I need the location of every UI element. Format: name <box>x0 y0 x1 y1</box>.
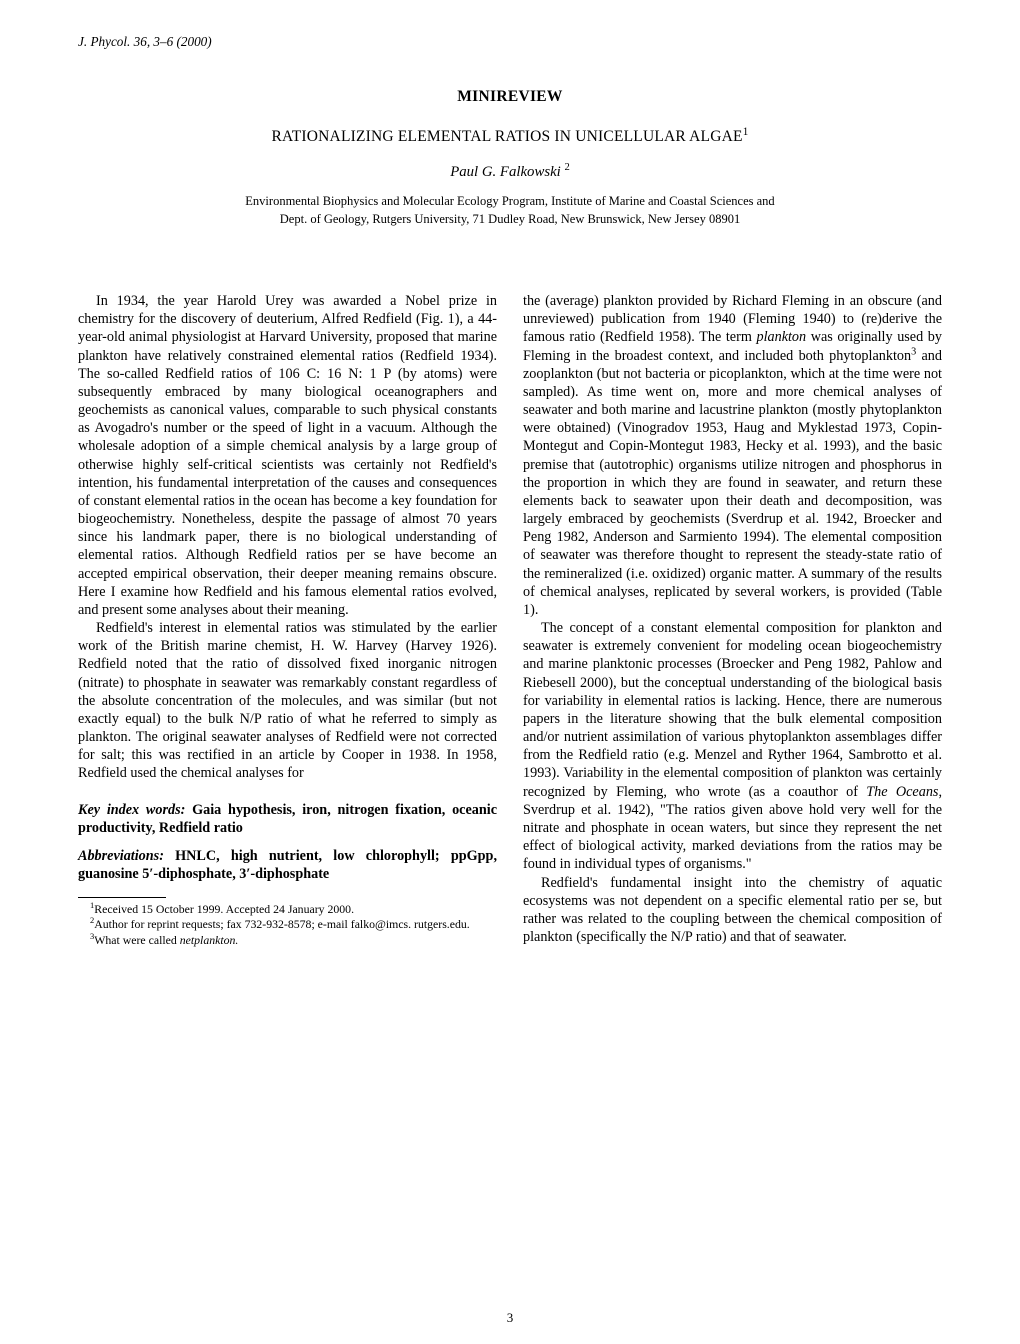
affiliation-line2: Dept. of Geology, Rutgers University, 71… <box>280 212 740 226</box>
paragraph: In 1934, the year Harold Urey was awarde… <box>78 292 497 619</box>
page-number: 3 <box>507 1310 514 1326</box>
author: Paul G. Falkowski 2 <box>78 164 942 181</box>
footnote-text: Author for reprint requests; fax 732-932… <box>94 917 469 931</box>
author-footnote-sup: 2 <box>564 162 569 173</box>
paragraph: The concept of a constant elemental comp… <box>523 619 942 873</box>
paper-title: RATIONALIZING ELEMENTAL RATIOS IN UNICEL… <box>78 128 942 146</box>
affiliation-line1: Environmental Biophysics and Molecular E… <box>245 194 774 208</box>
journal-header: J. Phycol. 36, 3–6 (2000) <box>78 34 942 50</box>
keywords-label: Key index words: <box>78 802 185 818</box>
abbreviations: Abbreviations: HNLC, high nutrient, low … <box>78 847 497 883</box>
footnotes-block: 1Received 15 October 1999. Accepted 24 J… <box>78 897 497 947</box>
key-index-words: Key index words: Gaia hypothesis, iron, … <box>78 801 497 837</box>
para-text: The concept of a constant elemental comp… <box>523 620 942 800</box>
author-name: Paul G. Falkowski <box>450 164 561 180</box>
paragraph: Redfield's fundamental insight into the … <box>523 874 942 947</box>
abbrev-label: Abbreviations: <box>78 848 164 864</box>
footnote-text: Received 15 October 1999. Accepted 24 Ja… <box>94 902 354 916</box>
footnote: 2Author for reprint requests; fax 732-93… <box>78 917 497 932</box>
body-columns: In 1934, the year Harold Urey was awarde… <box>78 292 942 948</box>
para-italic: plankton <box>756 329 806 345</box>
paragraph: Redfield's interest in elemental ratios … <box>78 619 497 783</box>
footnote-text: What were called <box>94 933 179 947</box>
title-text: RATIONALIZING ELEMENTAL RATIOS IN UNICEL… <box>272 128 743 145</box>
section-label: MINIREVIEW <box>78 88 942 106</box>
footnote-italic: netplankton. <box>180 933 239 947</box>
footnote: 1Received 15 October 1999. Accepted 24 J… <box>78 902 497 917</box>
para-italic: The Oceans <box>866 784 938 800</box>
para-text: and zooplankton (but not bacteria or pic… <box>523 348 942 618</box>
footnote: 3What were called netplankton. <box>78 933 497 948</box>
paragraph: the (average) plankton provided by Richa… <box>523 292 942 619</box>
title-footnote-sup: 1 <box>743 126 749 138</box>
affiliation: Environmental Biophysics and Molecular E… <box>78 193 942 228</box>
